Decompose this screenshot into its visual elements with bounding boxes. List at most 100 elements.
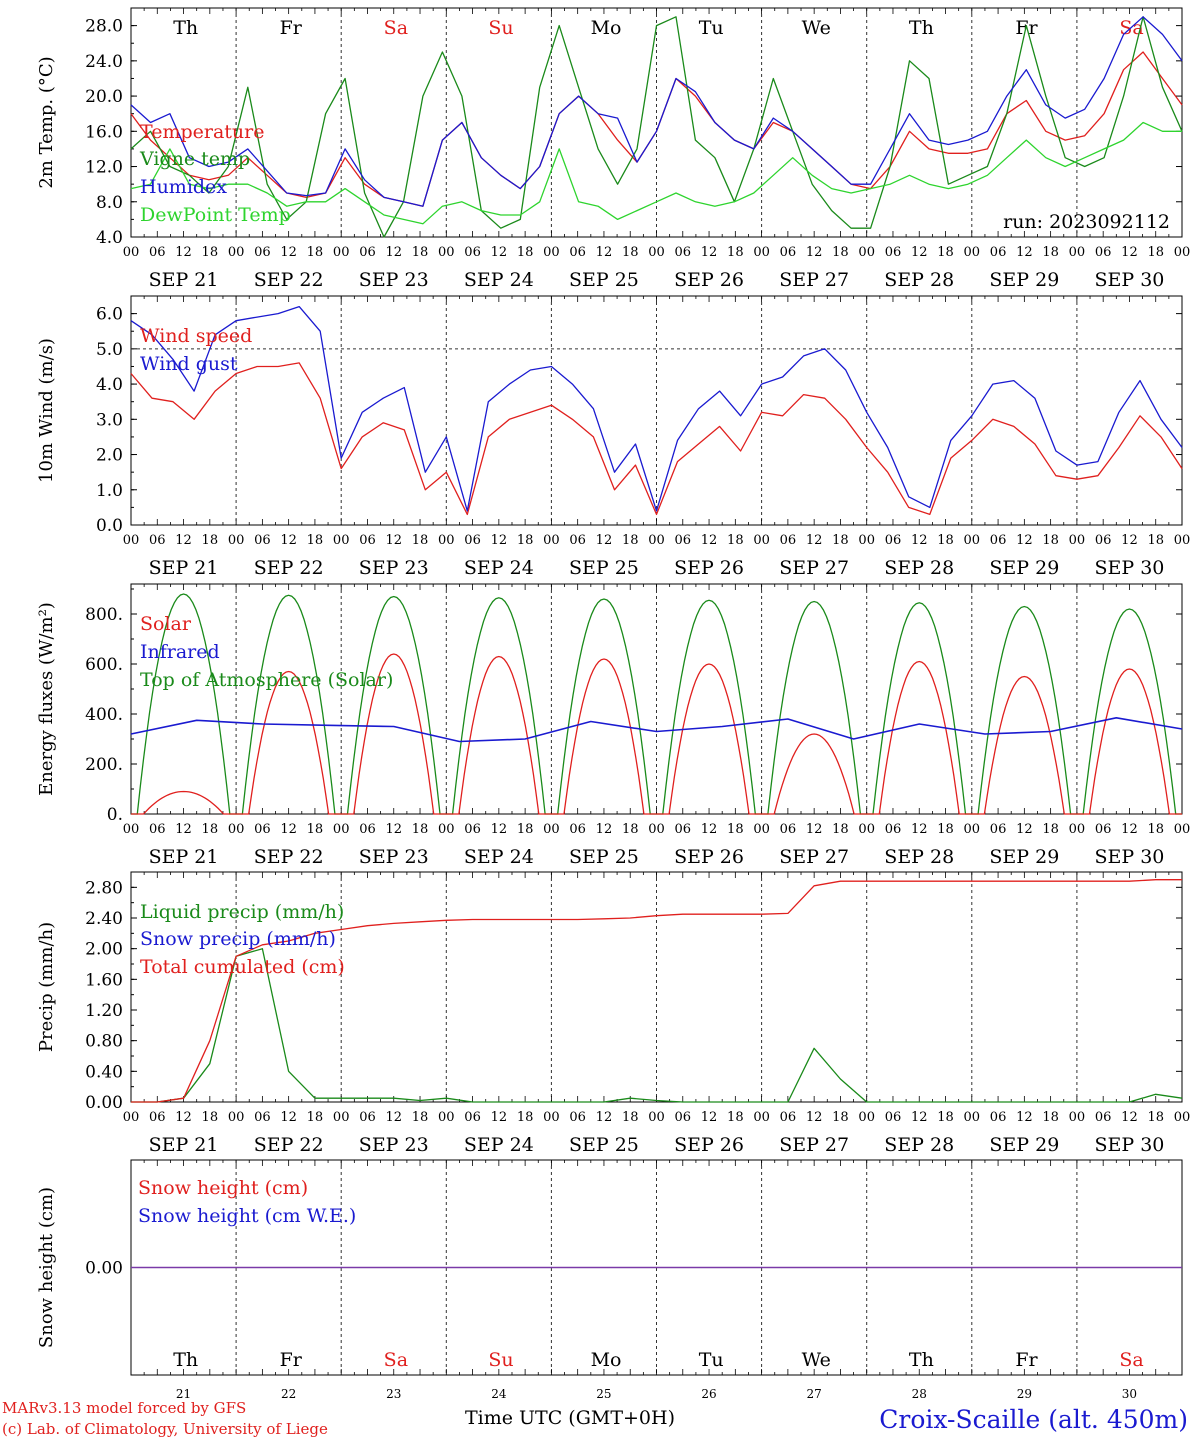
weekday-label: Th — [909, 17, 934, 39]
hour-tick-label: 00 — [1174, 1110, 1191, 1125]
hour-tick-label: 18 — [412, 822, 429, 837]
hour-tick-label: 12 — [806, 533, 823, 548]
lab-credit: (c) Lab. of Climatology, University of L… — [2, 1420, 328, 1438]
y-tick-label: 6.0 — [96, 305, 123, 325]
weekday-label: Sa — [1119, 1349, 1143, 1371]
y-tick-label: 28.0 — [85, 17, 123, 37]
hour-tick-label: 06 — [359, 245, 376, 260]
hour-tick-label: 18 — [1147, 533, 1164, 548]
hour-tick-label: 18 — [832, 822, 849, 837]
y-tick-label: 24.0 — [85, 52, 123, 72]
solar-line — [131, 653, 1182, 815]
day-number-label: 24 — [491, 1387, 507, 1401]
hour-tick-label: 12 — [701, 1110, 718, 1125]
hour-tick-label: 12 — [806, 1110, 823, 1125]
hour-tick-label: 18 — [412, 245, 429, 260]
hour-tick-label: 18 — [937, 822, 954, 837]
weekday-label: Fr — [280, 17, 303, 39]
hour-tick-label: 00 — [1069, 533, 1086, 548]
hour-tick-label: 12 — [911, 245, 928, 260]
hour-tick-label: 00 — [964, 822, 981, 837]
day-label: SEP 25 — [569, 1134, 639, 1156]
legend-entry: Vigne temp — [139, 148, 250, 170]
y-tick-label: 0.40 — [85, 1062, 123, 1082]
hour-tick-label: 12 — [1121, 1110, 1138, 1125]
wind-gust-line — [130, 305, 1183, 512]
y-axis-label: 2m Temp. (°C) — [36, 56, 57, 188]
y-tick-label: 0.0 — [96, 516, 123, 536]
day-label: SEP 25 — [569, 269, 639, 291]
hour-tick-label: 06 — [464, 822, 481, 837]
hour-tick-label: 00 — [228, 1110, 245, 1125]
hour-tick-label: 06 — [1095, 533, 1112, 548]
hour-tick-label: 00 — [753, 245, 770, 260]
legend-entry: Infrared — [140, 641, 220, 663]
y-tick-label: 16.0 — [85, 122, 123, 142]
hour-tick-label: 12 — [175, 1110, 192, 1125]
hour-tick-label: 06 — [359, 533, 376, 548]
hour-tick-label: 18 — [307, 1110, 324, 1125]
hour-tick-label: 06 — [569, 533, 586, 548]
y-tick-label: 5.0 — [96, 340, 123, 360]
hour-tick-label: 18 — [622, 245, 639, 260]
hour-tick-label: 18 — [832, 1110, 849, 1125]
hour-tick-label: 00 — [123, 533, 140, 548]
hour-tick-label: 18 — [517, 533, 534, 548]
y-axis-label: Energy fluxes (W/m²) — [36, 602, 57, 796]
day-number-label: 29 — [1017, 1387, 1032, 1401]
weekday-label: Tu — [699, 1349, 724, 1371]
day-label: SEP 23 — [359, 846, 429, 868]
hour-tick-label: 06 — [569, 822, 586, 837]
series-line — [131, 879, 1182, 1103]
day-label: SEP 26 — [674, 269, 744, 291]
day-label: SEP 28 — [884, 269, 954, 291]
weekday-label: Th — [909, 1349, 934, 1371]
series-line — [130, 121, 1182, 225]
day-label: SEP 21 — [149, 269, 219, 291]
hour-tick-label: 06 — [885, 822, 902, 837]
y-tick-label: 2.00 — [85, 940, 123, 960]
hour-tick-label: 12 — [596, 1110, 613, 1125]
hour-tick-label: 18 — [1042, 1110, 1059, 1125]
y-tick-label: 0. — [107, 805, 123, 825]
hour-tick-label: 06 — [990, 533, 1007, 548]
hour-tick-label: 06 — [885, 245, 902, 260]
weekday-label: Su — [488, 17, 513, 39]
hour-tick-label: 18 — [517, 822, 534, 837]
legend-entry: Total cumulated (cm) — [140, 956, 345, 978]
hour-tick-label: 00 — [648, 245, 665, 260]
day-label: SEP 29 — [989, 846, 1059, 868]
day-label: SEP 28 — [884, 557, 954, 579]
y-tick-label: 2.0 — [96, 446, 123, 466]
weekday-label: Fr — [1015, 1349, 1038, 1371]
day-label: SEP 24 — [464, 1134, 534, 1156]
day-number-label: 26 — [701, 1387, 716, 1401]
hour-tick-label: 12 — [1016, 822, 1033, 837]
y-tick-label: 3.0 — [96, 410, 123, 430]
y-tick-label: 200. — [85, 755, 123, 775]
hour-tick-label: 06 — [1095, 822, 1112, 837]
hour-tick-label: 06 — [990, 822, 1007, 837]
hour-tick-label: 00 — [858, 1110, 875, 1125]
hour-tick-label: 00 — [228, 822, 245, 837]
legend-entry: Snow height (cm) — [138, 1177, 308, 1199]
day-number-label: 23 — [386, 1387, 401, 1401]
hour-tick-label: 00 — [123, 245, 140, 260]
hour-tick-label: 06 — [885, 1110, 902, 1125]
hour-tick-label: 12 — [491, 822, 508, 837]
y-tick-label: 0.00 — [85, 1259, 123, 1279]
hour-tick-label: 06 — [780, 1110, 797, 1125]
day-number-label: 30 — [1122, 1387, 1137, 1401]
hour-tick-label: 18 — [622, 1110, 639, 1125]
hour-tick-label: 00 — [543, 822, 560, 837]
weekday-label: Th — [173, 1349, 198, 1371]
hour-tick-label: 00 — [648, 822, 665, 837]
day-label: SEP 26 — [674, 846, 744, 868]
hour-tick-label: 06 — [675, 822, 692, 837]
hour-tick-label: 00 — [333, 245, 350, 260]
hour-tick-label: 12 — [1121, 533, 1138, 548]
hour-tick-label: 18 — [1147, 822, 1164, 837]
day-label: SEP 23 — [359, 269, 429, 291]
legend-entry: Top of Atmosphere (Solar) — [140, 669, 393, 691]
legend-entry: Temperature — [140, 121, 264, 143]
